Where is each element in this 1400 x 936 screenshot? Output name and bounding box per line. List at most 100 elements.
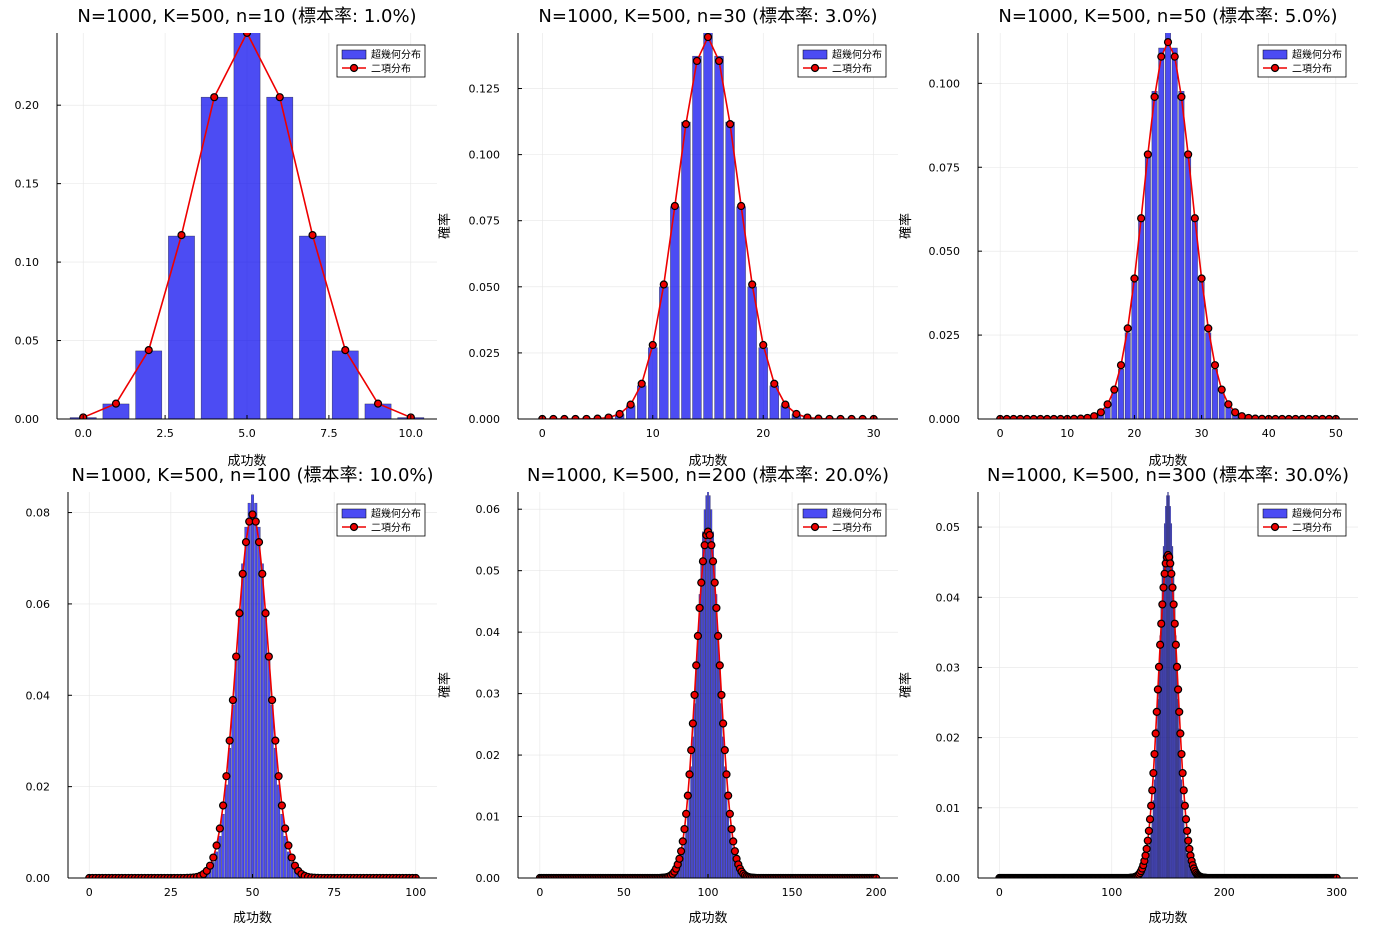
bar	[224, 784, 228, 878]
bar	[670, 206, 680, 419]
x-axis-label: 成功数	[233, 911, 272, 926]
bar	[1111, 392, 1118, 419]
binomial-point	[681, 120, 691, 129]
x-tick-label: 0	[86, 886, 93, 899]
binomial-point	[1090, 412, 1099, 419]
series-hypergeometric	[1116, 492, 1220, 878]
bar	[1151, 817, 1153, 878]
binomial-point	[1156, 640, 1165, 649]
bar	[718, 667, 721, 878]
binomial-point	[1190, 214, 1199, 223]
plot-area	[537, 33, 879, 419]
binomial-point	[274, 772, 283, 781]
subplot-6: 0 100 200 300 0.00 0.01 0.02 0.03 0.04 0.05 N=1000…	[898, 465, 1358, 926]
bar	[703, 509, 706, 878]
binomial-point	[1144, 826, 1153, 835]
plot-area	[535, 492, 881, 878]
bar	[695, 667, 698, 878]
y-tick-label: 0.075	[469, 215, 501, 228]
legend-marker-binomial	[1270, 522, 1280, 532]
bar	[1175, 635, 1177, 878]
x-tick-label: 75	[327, 886, 341, 899]
binomial-point	[212, 841, 221, 850]
bar	[688, 792, 691, 878]
y-tick-label: 0.02	[936, 732, 961, 745]
bar	[736, 206, 746, 419]
bar	[1159, 635, 1161, 878]
x-tick-label: 20	[756, 427, 770, 440]
legend-label-binomial: 二項分布	[832, 522, 872, 534]
binomial-point	[683, 791, 692, 800]
subplot-5: 0 50 100 150 200 0.00 0.01 0.02 0.03 0.04 0.05 0.06…	[437, 465, 898, 926]
y-tick-label: 0.075	[929, 161, 961, 174]
bar	[1165, 33, 1171, 419]
bar	[299, 235, 326, 419]
binomial-point	[219, 801, 228, 810]
binomial-point	[248, 510, 257, 519]
binomial-point	[308, 231, 317, 240]
binomial-point	[720, 746, 729, 755]
binomial-point	[284, 841, 293, 850]
binomial-point	[1016, 414, 1025, 419]
binomial-point	[698, 557, 708, 566]
binomial-point	[177, 231, 186, 240]
bar	[727, 813, 730, 878]
binomial-point	[1150, 749, 1159, 759]
binomial-point	[232, 652, 241, 661]
y-tick-label: 0.025	[929, 329, 961, 342]
y-tick-label: 0.00	[936, 872, 961, 885]
bar	[1167, 492, 1169, 878]
binomial-point	[729, 837, 738, 846]
binomial-point	[1224, 400, 1233, 409]
bar	[1118, 368, 1124, 419]
x-tick-label: 200	[866, 886, 887, 899]
binomial-point	[1244, 413, 1253, 419]
binomial-point	[724, 791, 733, 800]
binomial-point	[710, 578, 719, 587]
bar	[273, 747, 277, 878]
y-axis-label: 確率	[898, 672, 914, 698]
bar	[714, 55, 724, 419]
bar	[725, 121, 735, 419]
binomial-point	[1103, 400, 1112, 409]
binomial-point	[759, 340, 768, 350]
x-tick-label: 10	[646, 427, 660, 440]
bar	[1169, 506, 1171, 878]
binomial-point	[1204, 324, 1213, 333]
binomial-point	[1096, 408, 1105, 417]
bar	[228, 747, 232, 878]
y-axis-label: 確率	[437, 672, 453, 698]
bar	[712, 531, 714, 878]
x-tick-label: 200	[1214, 886, 1235, 899]
bar	[1156, 728, 1158, 878]
bar	[1178, 91, 1185, 419]
y-tick-label: 0.04	[936, 591, 961, 604]
legend-label-binomial: 二項分布	[832, 63, 872, 75]
bar	[685, 830, 688, 878]
bar	[720, 703, 723, 878]
y-tick-label: 0.10	[15, 256, 40, 269]
binomial-point	[1029, 414, 1038, 419]
y-tick-label: 0.125	[469, 83, 501, 96]
bar	[267, 656, 271, 878]
binomial-point	[1163, 38, 1173, 47]
legend-label-hypergeometric: 超幾何分布	[371, 48, 421, 61]
binomial-point	[1210, 361, 1220, 370]
bar	[1153, 779, 1156, 878]
series-binomial	[995, 550, 1341, 878]
legend-marker-binomial	[810, 522, 820, 532]
chart-title: N=1000, K=500, n=200 (標本率: 20.0%)	[527, 465, 889, 486]
bar	[691, 736, 694, 878]
subplot-2: 0 10 20 30 0.000 0.025 0.050 0.075 0.100 0.125 N=1…	[437, 6, 898, 469]
bar	[277, 784, 281, 878]
bar	[681, 121, 691, 419]
bar	[708, 495, 711, 878]
bar	[1218, 392, 1225, 419]
chart-title: N=1000, K=500, n=50 (標本率: 5.0%)	[998, 6, 1337, 27]
bar	[247, 502, 251, 878]
bar	[686, 813, 689, 878]
binomial-point	[1169, 600, 1178, 609]
series-hypergeometric	[537, 33, 879, 419]
binomial-point	[1150, 92, 1159, 102]
